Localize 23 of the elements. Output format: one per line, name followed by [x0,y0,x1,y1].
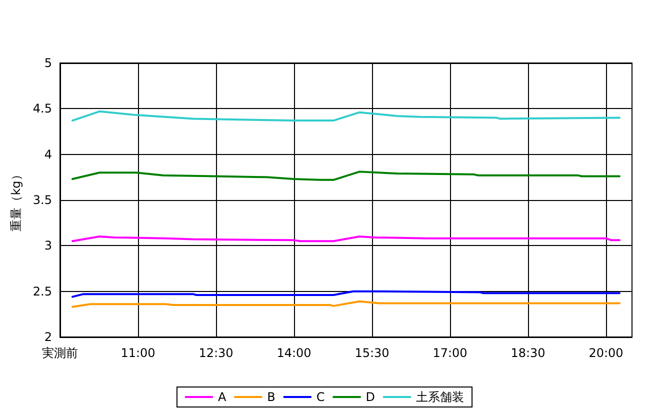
x-tick-label: 17:00 [432,346,468,360]
y-tick-label: 3.5 [32,193,52,207]
x-tick-label: 12:30 [198,346,234,360]
x-tick-label: 18:30 [510,346,546,360]
y-tick-label: 2 [44,330,52,344]
legend-label: A [218,390,227,404]
y-axis-title: 重量（kg） [9,168,23,232]
x-tick-label: 15:30 [354,346,390,360]
x-tick-label: 20:00 [588,346,624,360]
y-tick-label: 2.5 [32,284,52,298]
y-tick-label: 3 [44,238,52,253]
legend-label: D [366,390,376,404]
y-tick-label: 4.5 [32,102,52,116]
x-tick-label: 11:00 [120,346,156,360]
line-series [71,170,621,181]
legend-label: 土系舗装 [416,390,464,404]
x-tick-label: 14:00 [276,346,312,360]
y-tick-label: 4 [44,147,52,162]
legend-label: B [267,390,276,404]
legend-label: C [316,390,325,404]
y-tick-label: 5 [44,56,52,70]
x-tick-label: 実測前 [42,346,78,360]
line-series [71,110,621,122]
